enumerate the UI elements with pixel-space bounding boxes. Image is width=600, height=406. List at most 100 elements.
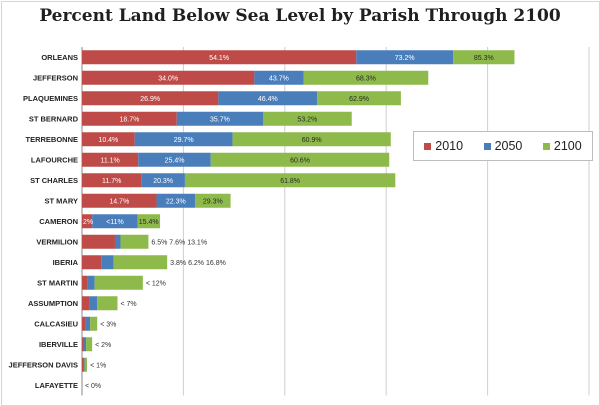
data-label-2100: 61.8% — [280, 178, 300, 185]
data-label-2010: 11.1% — [100, 157, 119, 164]
bar-2100 — [195, 193, 231, 208]
data-label-2050: 43.7% — [269, 75, 289, 82]
bar-2050 — [114, 234, 121, 249]
category-label: JEFFERSON DAVIS — [9, 360, 78, 369]
data-label-outside: 6.5% 7.6% 13.1% — [151, 239, 207, 246]
data-label-2010: 34.0% — [158, 75, 178, 82]
data-label-2100: 62.9% — [349, 96, 369, 103]
category-label: ASSUMPTION — [28, 299, 78, 308]
category-label: JEFFERSON — [33, 73, 78, 82]
category-label: ST CHARLES — [30, 176, 78, 185]
data-label-2100: 60.9% — [302, 137, 322, 144]
category-label: LAFAYETTE — [35, 381, 78, 390]
data-label-2050: <11% — [106, 219, 124, 226]
data-label-outside: < 7% — [120, 301, 136, 308]
data-label-2010: 2% — [83, 219, 93, 226]
data-label-2010: 14.7% — [109, 198, 129, 205]
data-label-outside: 3.8% 6.2% 16.8% — [170, 260, 226, 267]
bar-2100 — [84, 357, 88, 372]
bar-2100 — [90, 316, 98, 331]
bar-2100 — [303, 70, 429, 85]
bar-2050 — [83, 337, 87, 352]
data-label-outside: < 1% — [90, 362, 106, 369]
bar-2010 — [82, 111, 177, 126]
data-label-outside: < 0% — [85, 383, 101, 390]
bar-2100 — [210, 152, 390, 167]
bar-2050 — [134, 132, 233, 147]
category-label: ST MARTIN — [37, 278, 78, 287]
bar-2100 — [97, 296, 118, 311]
data-label-outside: < 3% — [100, 321, 116, 328]
chart-title: Percent Land Below Sea Level by Parish T… — [39, 6, 561, 26]
data-label-outside: < 12% — [146, 280, 166, 287]
legend-swatch-2010 — [424, 142, 432, 150]
bar-2010 — [82, 357, 84, 372]
bar-2050 — [83, 357, 85, 372]
bar-2050 — [89, 296, 98, 311]
bar-2050 — [356, 50, 454, 65]
bar-2010 — [82, 337, 84, 352]
legend-label-2050: 2050 — [494, 139, 523, 153]
legend-swatch-2100 — [542, 142, 550, 150]
legend-swatch-2050 — [483, 142, 491, 150]
category-label: VERMILION — [36, 237, 78, 246]
legend-item-2050: 2050 — [483, 139, 523, 153]
data-label-2050: 25.4% — [165, 157, 185, 164]
bar-2100 — [317, 91, 401, 106]
data-label-2010: 54.1% — [209, 55, 229, 62]
bar-2050 — [176, 111, 263, 126]
category-label: IBERIA — [53, 258, 79, 267]
category-label: CAMERON — [39, 217, 78, 226]
legend-label-2100: 2100 — [553, 139, 582, 153]
data-label-outside: < 2% — [95, 342, 111, 349]
bar-2050 — [85, 316, 91, 331]
bar-2010 — [82, 234, 115, 249]
category-label: ORLEANS — [41, 53, 78, 62]
data-label-2010: 11.7% — [102, 178, 121, 185]
data-label-2010: 10.4% — [98, 137, 118, 144]
category-label: ST BERNARD — [29, 114, 79, 123]
bar-2050 — [254, 70, 304, 85]
bar-2010 — [82, 91, 219, 106]
data-label-2050: 73.2% — [395, 55, 415, 62]
bar-2010 — [82, 255, 102, 270]
bar-2050 — [218, 91, 318, 106]
bar-2010 — [82, 70, 255, 85]
bar-2050 — [156, 193, 196, 208]
data-label-2050: 46.4% — [258, 96, 278, 103]
bar-2050 — [141, 173, 185, 188]
bar-2100 — [137, 214, 161, 229]
bar-2100 — [232, 132, 391, 147]
data-label-2050: 35.7% — [210, 116, 230, 123]
bar-2100 — [184, 173, 396, 188]
data-label-2010: 26.9% — [140, 96, 160, 103]
bar-2100 — [453, 50, 515, 65]
legend-label-2010: 2010 — [435, 139, 464, 153]
bar-2100 — [86, 337, 93, 352]
data-label-2100: 68.3% — [356, 75, 376, 82]
data-label-2050: 29.7% — [174, 137, 194, 144]
bar-2050 — [92, 214, 138, 229]
bar-2010 — [82, 193, 157, 208]
category-label: TERREBONNE — [25, 135, 78, 144]
bar-2050 — [101, 255, 114, 270]
bar-2100 — [120, 234, 149, 249]
bar-2010 — [82, 50, 357, 65]
data-label-2100: 29.3% — [203, 198, 223, 205]
category-label: CALCASIEU — [34, 319, 78, 328]
bar-2100 — [113, 255, 168, 270]
legend-item-2100: 2100 — [542, 139, 582, 153]
bar-2010 — [82, 173, 142, 188]
data-label-2100: 15.4% — [139, 219, 159, 226]
category-label: LAFOURCHE — [31, 155, 78, 164]
data-label-2100: 53.2% — [297, 116, 317, 123]
data-label-2050: 22.3% — [166, 198, 186, 205]
bar-2050 — [138, 152, 211, 167]
bar-2010 — [82, 152, 139, 167]
data-label-2050: 20.3% — [153, 178, 173, 185]
chart-legend: 2010 2050 2100 — [413, 131, 593, 161]
data-label-2010: 18.7% — [119, 116, 139, 123]
bar-2010 — [82, 132, 135, 147]
bar-2010 — [82, 214, 93, 229]
